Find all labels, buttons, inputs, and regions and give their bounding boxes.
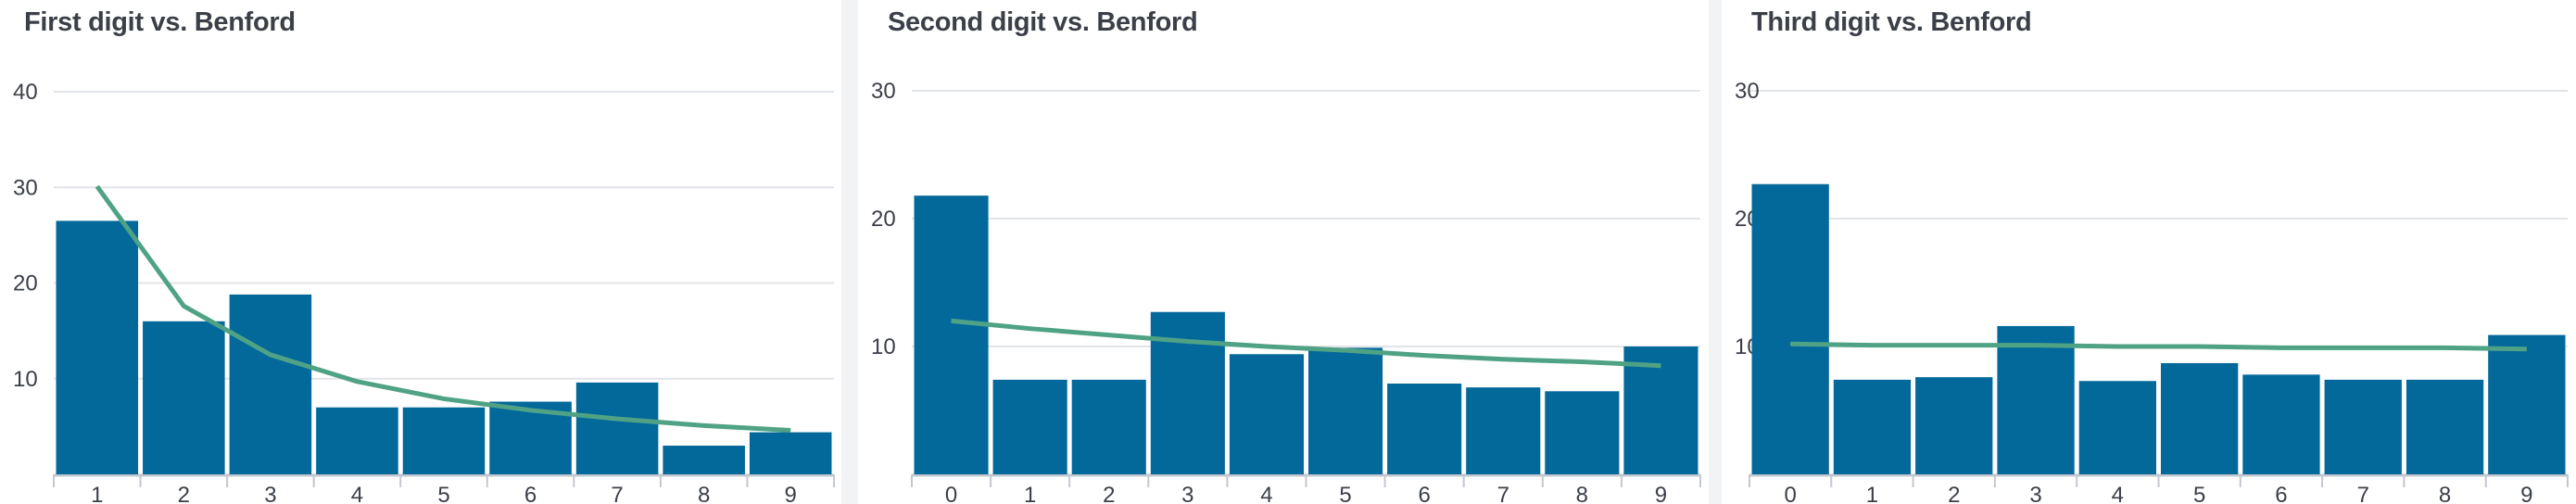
x-tick-label: 2 <box>178 483 190 504</box>
x-tick-label: 9 <box>1655 483 1667 504</box>
bar <box>914 195 989 474</box>
y-tick-label: 20 <box>13 271 38 296</box>
x-tick-label: 9 <box>785 483 797 504</box>
bar <box>1308 347 1383 474</box>
bar <box>1623 346 1698 474</box>
bar <box>402 407 486 474</box>
x-tick-label: 2 <box>1103 483 1115 504</box>
y-tick-label: 40 <box>13 80 38 105</box>
x-tick-label: 7 <box>1497 483 1509 504</box>
bar <box>1751 183 1829 475</box>
x-tick-label: 3 <box>264 483 276 504</box>
y-tick-label: 30 <box>13 175 38 200</box>
chart-svg: 10 20 30 0 1 2 3 4 5 6 7 8 9 <box>871 79 1701 504</box>
chart-title: Second digit vs. Benford <box>888 7 1198 37</box>
bar <box>1833 379 1912 474</box>
x-tick-label: 1 <box>1866 483 1878 504</box>
bar <box>1466 387 1541 474</box>
bar <box>1071 379 1146 474</box>
benford-line <box>1790 341 2527 352</box>
bar <box>1150 311 1225 474</box>
x-tick-label: 6 <box>2275 483 2287 504</box>
x-tick-label: 1 <box>91 483 103 504</box>
chart-title: First digit vs. Benford <box>24 7 296 37</box>
y-tick-label: 30 <box>1735 79 1760 104</box>
bar <box>2161 362 2239 474</box>
y-tick-label: 20 <box>871 207 896 232</box>
bar <box>575 382 659 474</box>
bar <box>229 294 312 474</box>
x-tick-label: 0 <box>1784 483 1796 504</box>
x-tick-label: 5 <box>437 483 449 504</box>
x-tick-label: 3 <box>2029 483 2041 504</box>
benford-line <box>95 184 791 434</box>
chart-panel-first-digit: First digit vs. Benford 10 20 30 40 1 2 3 4 5 6 7 8… <box>0 0 841 504</box>
bar <box>749 432 832 474</box>
bar <box>316 407 398 474</box>
bar <box>2078 381 2156 474</box>
bar <box>2488 334 2566 474</box>
y-tick-label: 10 <box>13 367 38 392</box>
benford-line <box>951 318 1661 369</box>
chart-title: Third digit vs. Benford <box>1751 7 2032 37</box>
x-tick-label: 2 <box>1948 483 1960 504</box>
y-tick-label: 10 <box>871 334 896 359</box>
x-tick-label: 9 <box>2520 483 2532 504</box>
x-tick-label: 4 <box>2112 483 2124 504</box>
bar <box>56 220 139 474</box>
chart-svg: 10 20 30 40 1 2 3 4 5 6 7 8 9 <box>13 80 835 504</box>
x-tick-label: 8 <box>2439 483 2451 504</box>
bar <box>1229 354 1304 474</box>
x-tick-label: 8 <box>698 483 710 504</box>
x-tick-label: 5 <box>2193 483 2205 504</box>
x-tick-label: 6 <box>1418 483 1430 504</box>
bar <box>1545 391 1620 474</box>
bar <box>1997 325 2075 474</box>
chart-panel-third-digit: Third digit vs. Benford 10 20 30 0 1 2 3 4 5 6 7 8 9 <box>1722 0 2576 504</box>
x-tick-label: 7 <box>2357 483 2369 504</box>
x-tick-label: 3 <box>1181 483 1193 504</box>
bar <box>2406 379 2484 474</box>
x-tick-label: 0 <box>945 483 957 504</box>
bar <box>992 379 1067 474</box>
x-tick-label: 8 <box>1576 483 1588 504</box>
bar <box>2242 374 2320 474</box>
bar <box>1387 384 1462 474</box>
x-tick-label: 4 <box>1260 483 1272 504</box>
bar <box>1915 377 1993 474</box>
x-tick-label: 5 <box>1339 483 1351 504</box>
x-tick-label: 1 <box>1024 483 1036 504</box>
bar <box>2324 379 2402 474</box>
chart-panel-second-digit: Second digit vs. Benford 10 20 30 0 1 2 3 4 5 6 7 8… <box>858 0 1709 504</box>
x-tick-label: 6 <box>524 483 537 504</box>
bar <box>143 321 225 474</box>
x-tick-label: 4 <box>351 483 363 504</box>
y-tick-label: 30 <box>871 79 896 104</box>
x-tick-label: 7 <box>611 483 623 504</box>
bar <box>663 446 745 474</box>
